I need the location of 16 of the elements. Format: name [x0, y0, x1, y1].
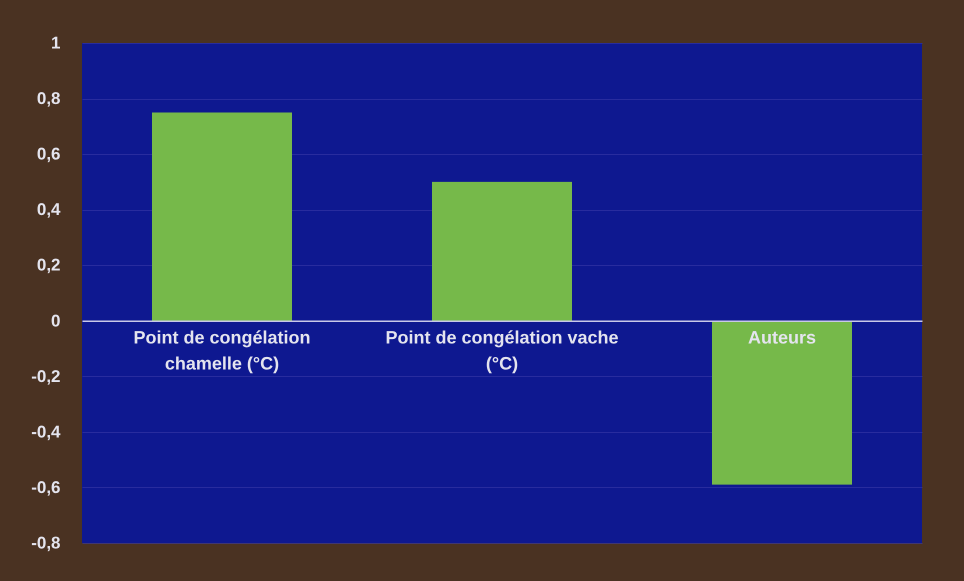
bar — [152, 112, 292, 321]
y-tick-label: 0,4 — [36, 200, 62, 220]
y-tick-label: 0,6 — [36, 144, 60, 164]
y-tick-label: 0 — [51, 311, 60, 330]
x-tick-label: Auteurs — [748, 327, 816, 348]
y-tick-label: 1 — [51, 34, 60, 52]
x-tick-label: Point de congélation vache (°C) — [385, 327, 619, 374]
y-tick-label: -0,2 — [31, 366, 60, 386]
y-tick-label: -0,6 — [31, 478, 60, 497]
bar — [712, 320, 852, 485]
y-tick-label: -0,4 — [31, 422, 62, 442]
y-tick-label: -0,8 — [31, 534, 60, 552]
x-tick-label: Point de congélation chamelle (°C) — [133, 327, 311, 374]
y-tick-label: 0,8 — [36, 89, 60, 108]
bar — [432, 182, 572, 321]
y-tick-label: 0,2 — [36, 256, 60, 275]
